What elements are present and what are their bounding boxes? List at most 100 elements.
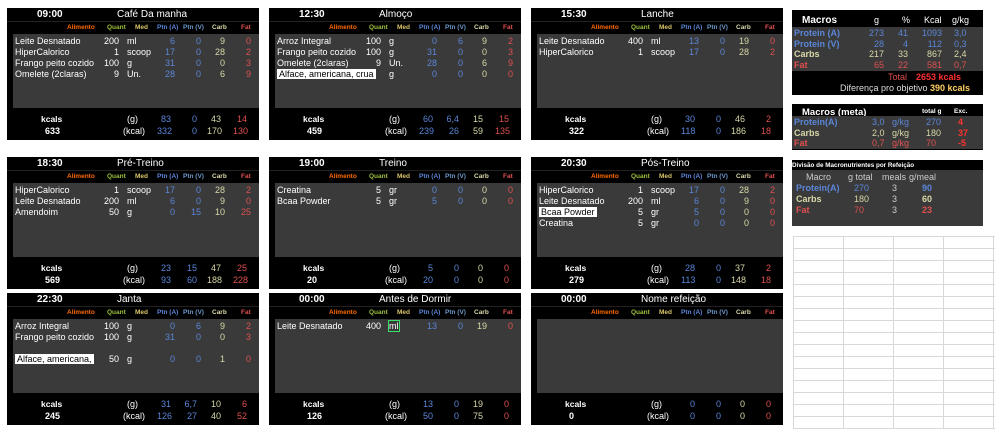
meal-name[interactable]: Antes de Dormir <box>379 294 452 305</box>
food-name-cell[interactable]: Omelete (2claras) <box>277 58 349 68</box>
food-row[interactable]: Bcaa Powder 5 gr 5 0 0 0 <box>275 196 521 207</box>
quant-cell[interactable]: 1 <box>113 47 119 57</box>
measure-cell[interactable]: gr <box>389 196 398 206</box>
food-name-cell[interactable]: HiperCalorico <box>15 185 70 195</box>
measure-cell[interactable]: ml <box>127 36 137 46</box>
quant-cell[interactable]: 200 <box>103 196 119 206</box>
food-row[interactable]: HiperCalorico 1 scoop 17 0 28 2 <box>537 47 783 58</box>
quant-cell[interactable]: 400 <box>627 36 643 46</box>
food-name-cell[interactable]: Arroz Integral <box>277 36 332 46</box>
measure-cell[interactable]: scoop <box>127 47 152 57</box>
meta-value[interactable]: 2,0 <box>872 127 885 138</box>
meal-name[interactable]: Lanche <box>641 9 674 20</box>
measure-cell[interactable]: scoop <box>127 185 152 195</box>
food-name-cell[interactable]: Bcaa Powder <box>277 196 331 206</box>
food-name-cell[interactable]: Amendoim <box>15 207 59 217</box>
split-meals[interactable]: 3 <box>892 183 898 193</box>
food-row[interactable]: HiperCalorico 1 scoop 17 0 28 2 <box>13 47 259 58</box>
food-name-cell[interactable]: Alface, americana, <box>15 354 94 364</box>
meal-time[interactable]: 00:00 <box>561 294 587 305</box>
food-row[interactable]: Arroz Integral 100 g 0 6 9 2 <box>275 36 521 47</box>
quant-cell[interactable]: 5 <box>375 185 381 195</box>
food-row[interactable]: Leite Desnatado 400 ml 13 0 19 0 <box>537 36 783 47</box>
measure-cell[interactable]: g <box>389 69 395 79</box>
meal-name[interactable]: Pós-Treino <box>641 158 690 169</box>
quant-cell[interactable]: 100 <box>365 47 381 57</box>
quant-cell[interactable]: 5 <box>637 218 643 228</box>
measure-cell[interactable]: scoop <box>651 47 676 57</box>
measure-cell[interactable]: gr <box>389 185 398 195</box>
food-row[interactable]: Omelete (2claras) 9 Un. 28 0 6 9 <box>275 58 521 69</box>
measure-cell[interactable]: g <box>389 36 395 46</box>
food-row[interactable]: Creatina 5 gr 0 0 0 0 <box>275 185 521 196</box>
meal-name[interactable]: Almoço <box>379 9 413 20</box>
empty-cells-grid[interactable] <box>793 236 995 429</box>
food-name-cell[interactable]: Frango peito cozido <box>15 58 95 68</box>
food-name-cell[interactable]: Bcaa Powder <box>539 207 597 217</box>
quant-cell[interactable]: 50 <box>108 207 119 217</box>
quant-cell[interactable]: 200 <box>103 36 119 46</box>
quant-cell[interactable]: 200 <box>627 196 643 206</box>
food-row[interactable]: Alface, americana, crua g 0 0 0 0 <box>275 69 521 80</box>
food-row[interactable]: Omelete (2claras) 9 Un. 28 0 6 9 <box>13 69 259 80</box>
meta-value[interactable]: 3,0 <box>872 117 885 127</box>
meal-time[interactable]: 15:30 <box>561 9 587 20</box>
split-meals[interactable]: 3 <box>892 205 898 215</box>
measure-cell[interactable]: ml <box>127 196 137 206</box>
meal-time[interactable]: 20:30 <box>561 158 587 169</box>
quant-cell[interactable]: 100 <box>365 36 381 46</box>
quant-cell[interactable]: 9 <box>113 69 119 79</box>
food-name-cell[interactable]: Creatina <box>539 218 574 228</box>
quant-cell[interactable]: 1 <box>637 47 643 57</box>
food-row[interactable]: Frango peito cozido 100 g 31 0 0 3 <box>275 47 521 58</box>
food-row[interactable]: Frango peito cozido 100 g 31 0 0 3 <box>13 332 259 343</box>
food-name-cell[interactable]: HiperCalorico <box>15 47 70 57</box>
quant-cell[interactable]: 100 <box>103 332 119 342</box>
meal-name[interactable]: Treino <box>379 158 407 169</box>
food-row[interactable]: Frango peito cozido 100 g 31 0 0 3 <box>13 58 259 69</box>
meal-time[interactable]: 00:00 <box>299 294 325 305</box>
measure-cell[interactable]: g <box>127 207 133 217</box>
food-name-cell[interactable]: HiperCalorico <box>539 47 594 57</box>
measure-cell[interactable]: Un. <box>389 58 404 68</box>
food-name-cell[interactable]: Creatina <box>277 185 312 195</box>
food-row[interactable]: Alface, americana, 50 g 0 0 1 0 <box>13 354 259 365</box>
food-row[interactable]: Leite Desnatado 400 ml 13 0 19 0 <box>275 320 521 332</box>
measure-cell[interactable]: Un. <box>127 69 142 79</box>
measure-cell[interactable]: g <box>127 354 133 364</box>
food-row[interactable]: HiperCalorico 1 scoop 17 0 28 2 <box>13 185 259 196</box>
food-row[interactable]: Leite Desnatado 200 ml 6 0 9 0 <box>13 36 259 47</box>
food-row[interactable]: Creatina 5 gr 0 0 0 0 <box>537 218 783 229</box>
measure-cell[interactable]: g <box>127 321 133 331</box>
food-row[interactable]: Arroz Integral 100 g 0 6 9 2 <box>13 321 259 332</box>
measure-cell[interactable]: scoop <box>651 185 676 195</box>
food-name-cell[interactable]: Leite Desnatado <box>539 196 605 206</box>
measure-cell[interactable]: ml <box>651 36 661 46</box>
measure-cell[interactable]: g <box>127 332 133 342</box>
quant-cell[interactable]: 1 <box>113 185 119 195</box>
food-name-cell[interactable]: Leite Desnatado <box>277 321 343 331</box>
food-row[interactable]: Bcaa Powder 5 gr 5 0 0 0 <box>537 207 783 218</box>
meal-time[interactable]: 09:00 <box>37 9 63 20</box>
meta-value[interactable]: 0,7 <box>872 138 885 148</box>
measure-cell[interactable]: g <box>127 58 133 68</box>
quant-cell[interactable]: 400 <box>365 321 381 331</box>
food-row[interactable]: Amendoim 50 g 0 15 10 25 <box>13 207 259 218</box>
quant-cell[interactable]: 50 <box>108 354 119 364</box>
food-row[interactable]: Leite Desnatado 200 ml 6 0 9 0 <box>13 196 259 207</box>
meal-name[interactable]: Café Da manha <box>117 9 188 20</box>
food-name-cell[interactable]: Leite Desnatado <box>539 36 605 46</box>
meal-name[interactable]: Pré-Treino <box>117 158 164 169</box>
split-meals[interactable]: 3 <box>892 194 898 204</box>
quant-cell[interactable]: 5 <box>637 207 643 217</box>
measure-cell[interactable]: g <box>389 47 395 57</box>
meal-name[interactable]: Nome refeição <box>641 294 707 305</box>
food-name-cell[interactable]: Arroz Integral <box>15 321 70 331</box>
food-row[interactable] <box>13 343 259 354</box>
food-name-cell[interactable]: Alface, americana, crua <box>277 69 376 79</box>
quant-cell[interactable]: 100 <box>103 58 119 68</box>
measure-cell[interactable]: ml <box>388 320 400 332</box>
measure-cell[interactable]: gr <box>651 218 660 228</box>
meal-time[interactable]: 12:30 <box>299 9 325 20</box>
quant-cell[interactable]: 100 <box>103 321 119 331</box>
